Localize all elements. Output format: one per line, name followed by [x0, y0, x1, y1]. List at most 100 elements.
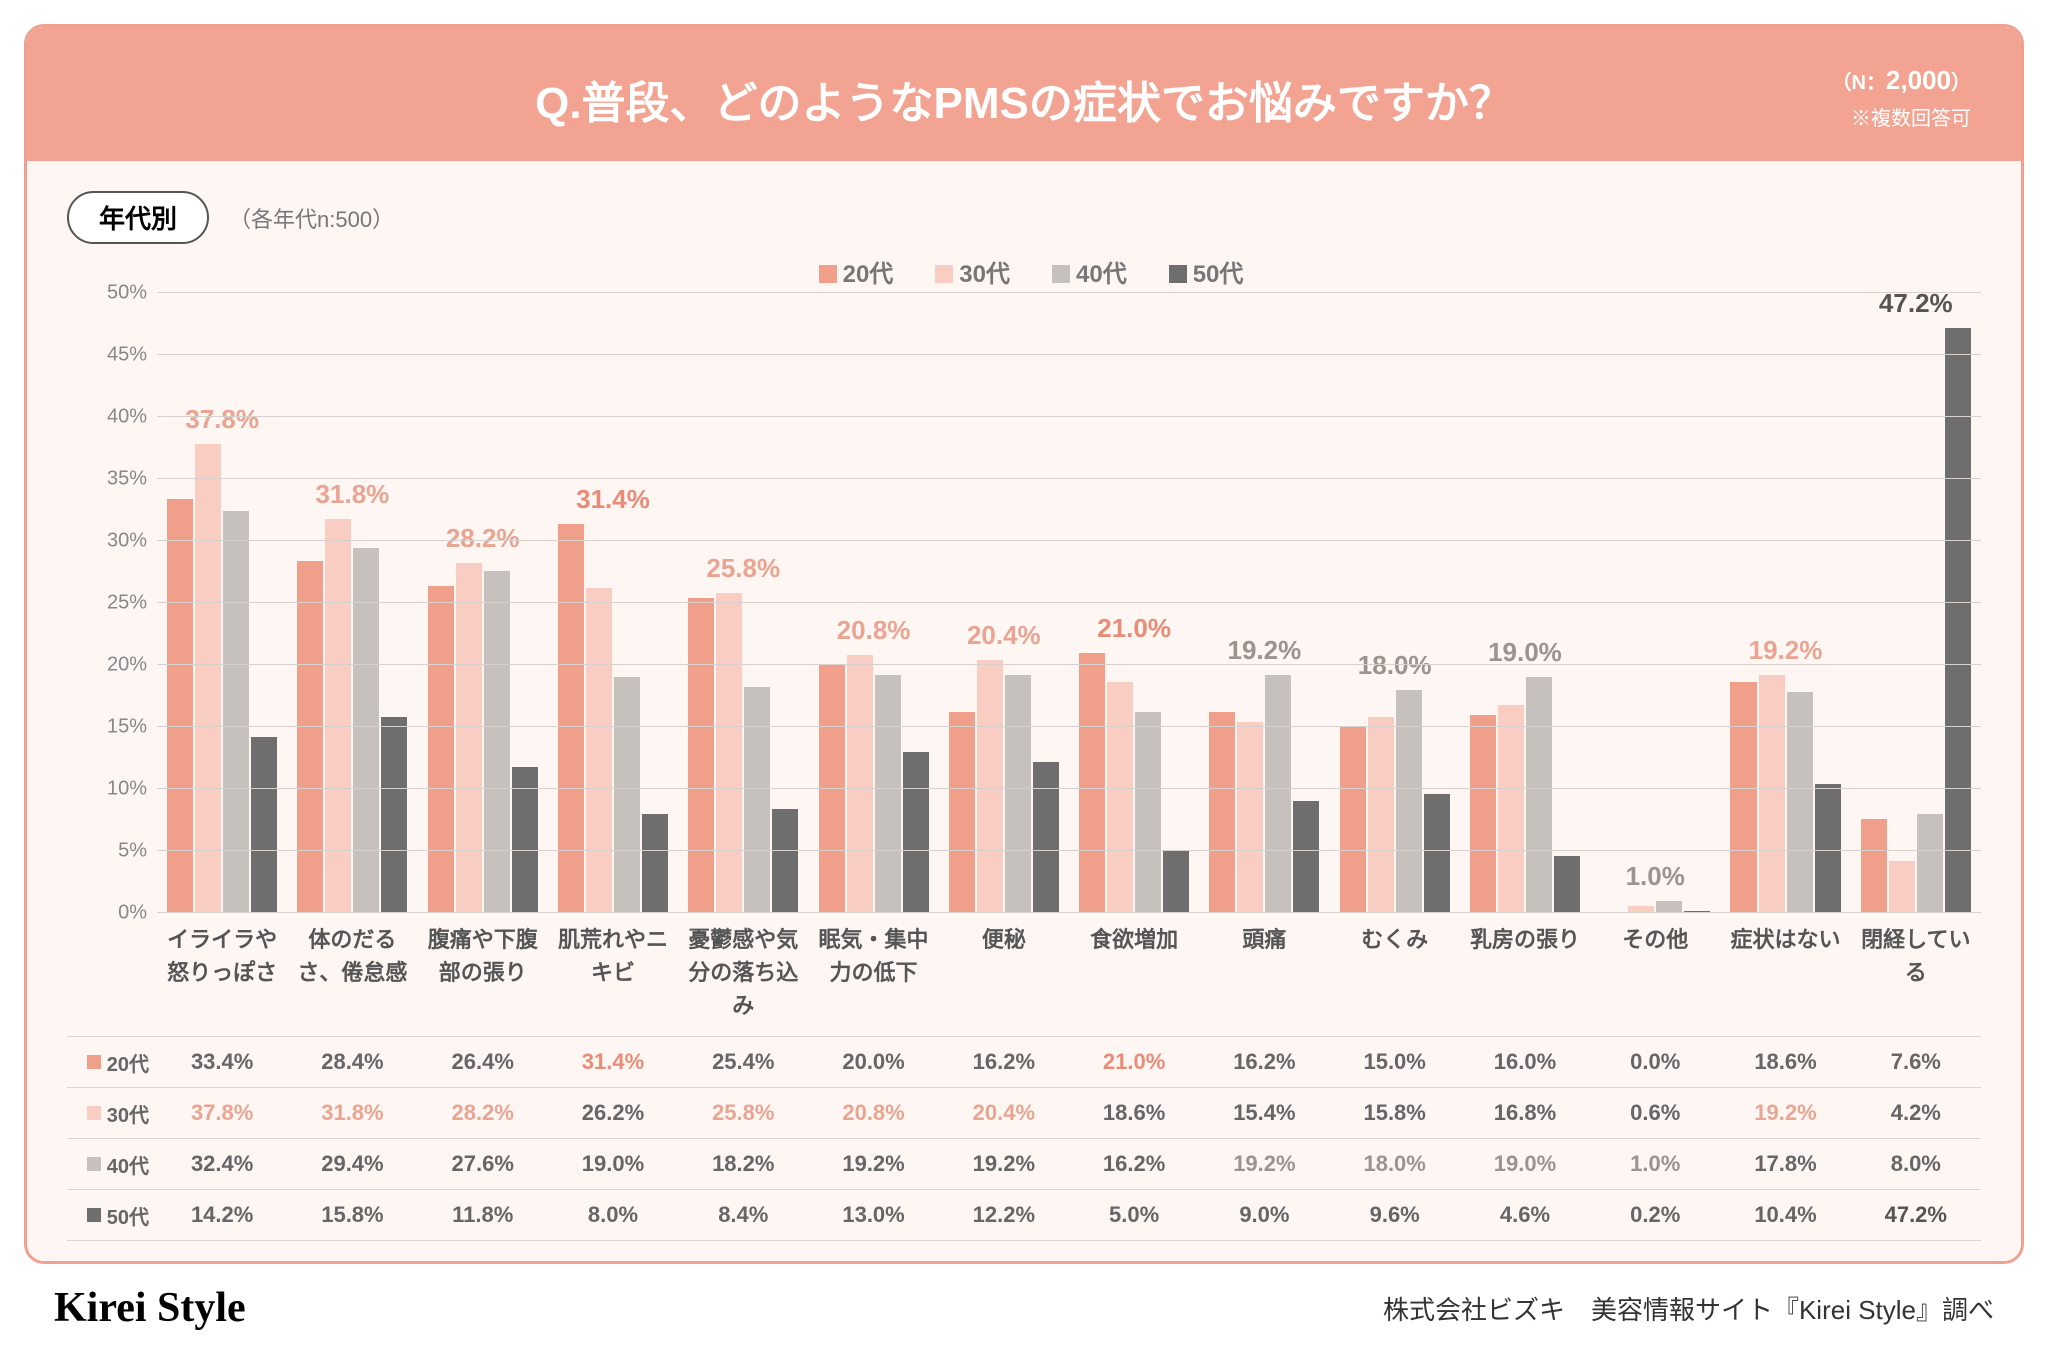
x-label: 頭痛 — [1199, 913, 1329, 1032]
sample-size: （N：2,000） — [1831, 65, 1971, 96]
table-cell: 8.0% — [1851, 1139, 1981, 1189]
legend-swatch — [819, 265, 837, 283]
table-cell: 25.4% — [678, 1037, 808, 1087]
gridline — [157, 850, 1981, 851]
table-cell: 19.0% — [1460, 1139, 1590, 1189]
legend-swatch — [935, 265, 953, 283]
row-cells: 37.8%31.8%28.2%26.2%25.8%20.8%20.4%18.6%… — [157, 1088, 1981, 1138]
footer: Kirei Style 株式会社ビズキ 美容情報サイト『Kirei Style』… — [24, 1264, 2024, 1332]
gridline — [157, 478, 1981, 479]
bar — [353, 548, 379, 913]
bar — [1526, 677, 1552, 913]
legend-swatch — [1169, 265, 1187, 283]
table-cell: 0.6% — [1590, 1088, 1720, 1138]
bar — [1265, 675, 1291, 913]
bar — [251, 737, 277, 913]
table-cell: 15.8% — [287, 1190, 417, 1240]
value-callout: 31.8% — [287, 479, 417, 510]
table-cell: 20.8% — [808, 1088, 938, 1138]
bar — [586, 588, 612, 913]
chart-area: 0%5%10%15%20%25%30%35%40%45%50% 37.8%31.… — [67, 293, 1981, 913]
bar-group: 31.4% — [548, 293, 678, 913]
bar — [1209, 712, 1235, 913]
table-cell: 1.0% — [1590, 1139, 1720, 1189]
x-label: 肌荒れやニキビ — [548, 913, 678, 1032]
bar — [1917, 814, 1943, 913]
legend-item: 50代 — [1155, 261, 1244, 288]
value-callout: 21.0% — [1069, 613, 1199, 644]
value-callout: 20.4% — [939, 620, 1069, 651]
table-cell: 15.4% — [1199, 1088, 1329, 1138]
table-cell: 21.0% — [1069, 1037, 1199, 1087]
bar-group: 37.8% — [157, 293, 287, 913]
bar-group: 47.2% — [1851, 293, 1981, 913]
table-cell: 19.0% — [548, 1139, 678, 1189]
table-cell: 20.0% — [808, 1037, 938, 1087]
gridline — [157, 292, 1981, 293]
x-label: 乳房の張り — [1460, 913, 1590, 1032]
legend-item: 20代 — [805, 261, 894, 288]
bar — [1554, 856, 1580, 913]
chart-body: 年代別 （各年代n:500） 20代30代40代50代 0%5%10%15%20… — [27, 161, 2021, 1261]
bar — [1163, 851, 1189, 913]
y-tick: 35% — [107, 468, 147, 491]
data-table: 20代33.4%28.4%26.4%31.4%25.4%20.0%16.2%21… — [67, 1036, 1981, 1241]
table-cell: 20.4% — [939, 1088, 1069, 1138]
table-cell: 16.2% — [939, 1037, 1069, 1087]
bar-group: 19.2% — [1720, 293, 1850, 913]
x-label: 症状はない — [1720, 913, 1850, 1032]
bar — [1759, 675, 1785, 913]
table-cell: 15.8% — [1330, 1088, 1460, 1138]
bar — [1237, 722, 1263, 913]
bar-group: 19.2% — [1199, 293, 1329, 913]
y-tick: 30% — [107, 530, 147, 553]
gridline — [157, 540, 1981, 541]
bar-groups: 37.8%31.8%28.2%31.4%25.8%20.8%20.4%21.0%… — [157, 293, 1981, 913]
x-label: 眠気・集中力の低下 — [808, 913, 938, 1032]
gridline — [157, 726, 1981, 727]
bar — [1498, 705, 1524, 913]
table-row: 30代37.8%31.8%28.2%26.2%25.8%20.8%20.4%18… — [67, 1087, 1981, 1138]
bar-group: 19.0% — [1460, 293, 1590, 913]
legend: 20代30代40代50代 — [67, 254, 1981, 289]
legend-item: 30代 — [921, 261, 1010, 288]
x-label: 閉経している — [1851, 913, 1981, 1032]
table-cell: 19.2% — [1199, 1139, 1329, 1189]
bar — [1470, 715, 1496, 913]
bar — [1424, 794, 1450, 913]
bar — [688, 598, 714, 913]
bar-group: 20.4% — [939, 293, 1069, 913]
y-tick: 45% — [107, 344, 147, 367]
bar — [716, 593, 742, 913]
bar — [614, 677, 640, 913]
table-cell: 4.6% — [1460, 1190, 1590, 1240]
bar — [1107, 682, 1133, 913]
bar — [903, 752, 929, 913]
bar — [558, 524, 584, 913]
table-cell: 16.0% — [1460, 1037, 1590, 1087]
x-axis-labels: イライラや怒りっぽさ体のだるさ、倦怠感腹痛や下腹部の張り肌荒れやニキビ憂鬱感や気… — [157, 913, 1981, 1032]
bar — [1815, 784, 1841, 913]
bar — [642, 814, 668, 913]
x-label: 便秘 — [939, 913, 1069, 1032]
table-cell: 31.4% — [548, 1037, 678, 1087]
table-cell: 19.2% — [1720, 1088, 1850, 1138]
x-label: 体のだるさ、倦怠感 — [287, 913, 417, 1032]
x-label: むくみ — [1330, 913, 1460, 1032]
table-cell: 29.4% — [287, 1139, 417, 1189]
legend-swatch — [87, 1055, 101, 1069]
table-row: 20代33.4%28.4%26.4%31.4%25.4%20.0%16.2%21… — [67, 1036, 1981, 1087]
bar — [484, 571, 510, 913]
table-cell: 26.2% — [548, 1088, 678, 1138]
gridline — [157, 416, 1981, 417]
gridline — [157, 664, 1981, 665]
x-label: イライラや怒りっぽさ — [157, 913, 287, 1032]
table-cell: 16.2% — [1199, 1037, 1329, 1087]
bar-group: 1.0% — [1590, 293, 1720, 913]
table-cell: 18.6% — [1720, 1037, 1850, 1087]
bar-group: 25.8% — [678, 293, 808, 913]
bar — [1368, 717, 1394, 913]
value-callout: 19.2% — [1199, 635, 1329, 666]
y-tick: 15% — [107, 716, 147, 739]
table-cell: 18.6% — [1069, 1088, 1199, 1138]
